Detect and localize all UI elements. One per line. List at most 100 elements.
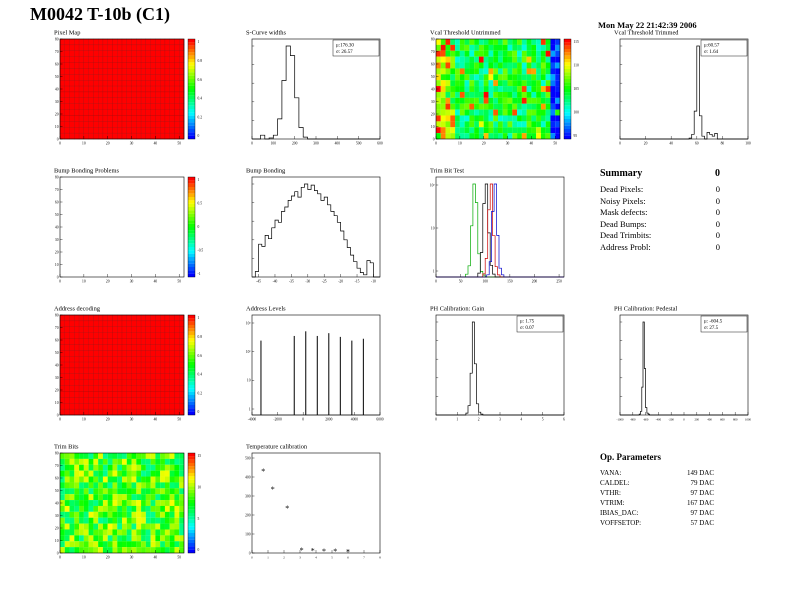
stats-box bbox=[516, 315, 564, 333]
svg-text:1: 1 bbox=[249, 407, 251, 411]
plot-address-levels: Address Levels 1 10 10² 10³ -4000 -2000 0 2000 40… bbox=[226, 302, 414, 438]
scatter-marker: * bbox=[271, 485, 275, 494]
svg-text:1: 1 bbox=[198, 316, 200, 320]
svg-text:2000: 2000 bbox=[325, 417, 332, 421]
svg-text:0.4: 0.4 bbox=[198, 97, 203, 101]
svg-text:-1: -1 bbox=[198, 272, 201, 276]
svg-text:-1000: -1000 bbox=[617, 417, 624, 421]
summary-row-label: Dead Trimbits: bbox=[600, 230, 652, 240]
svg-text:60: 60 bbox=[55, 200, 59, 204]
svg-text:50: 50 bbox=[431, 75, 435, 79]
summary-row: Mask defects: 0 bbox=[600, 207, 720, 219]
svg-text:20: 20 bbox=[482, 141, 486, 145]
svg-text:4: 4 bbox=[520, 417, 522, 421]
svg-text:0: 0 bbox=[59, 555, 61, 559]
scatter-marker: * bbox=[333, 547, 337, 556]
plot-title: Address decoding bbox=[54, 306, 101, 313]
svg-text:0: 0 bbox=[302, 417, 304, 421]
svg-text:500: 500 bbox=[356, 141, 362, 145]
svg-text:110: 110 bbox=[574, 64, 579, 68]
svg-text:5: 5 bbox=[198, 517, 200, 521]
svg-text:6: 6 bbox=[347, 555, 349, 559]
svg-text:800: 800 bbox=[733, 417, 738, 421]
summary-row: Address Probl: 0 bbox=[600, 242, 720, 254]
svg-text:1000: 1000 bbox=[745, 417, 752, 421]
svg-text:50: 50 bbox=[459, 279, 463, 283]
plot-title: Bump Bonding bbox=[246, 168, 286, 175]
svg-text:40: 40 bbox=[55, 87, 59, 91]
svg-text:70: 70 bbox=[431, 50, 435, 54]
svg-text:-800: -800 bbox=[630, 417, 636, 421]
svg-text:30: 30 bbox=[55, 514, 59, 518]
op-parameters-panel: Op. Parameters VANA: 149 DAC CALDEL: 79 DA… bbox=[600, 452, 714, 528]
svg-text:40: 40 bbox=[154, 417, 158, 421]
svg-text:70: 70 bbox=[55, 50, 59, 54]
svg-text:100: 100 bbox=[271, 141, 277, 145]
svg-text:20: 20 bbox=[55, 112, 59, 116]
summary-row-label: Address Probl: bbox=[600, 241, 651, 252]
svg-text:30: 30 bbox=[55, 100, 59, 104]
svg-text:-400: -400 bbox=[656, 417, 662, 421]
svg-text:100: 100 bbox=[245, 532, 251, 536]
svg-text:1: 1 bbox=[198, 40, 200, 44]
svg-text:100: 100 bbox=[483, 279, 489, 283]
op-parameter-label: VANA: bbox=[600, 469, 622, 477]
svg-text:80: 80 bbox=[55, 451, 59, 455]
svg-text:400: 400 bbox=[335, 141, 341, 145]
plot-title: PH Calibration: Gain bbox=[430, 306, 485, 313]
svg-text:40: 40 bbox=[154, 555, 158, 559]
plot-title: Address Levels bbox=[246, 306, 286, 313]
svg-text:40: 40 bbox=[55, 501, 59, 505]
plot-title: Vcal Threshold Trimmed bbox=[614, 30, 679, 37]
svg-text:0: 0 bbox=[435, 279, 437, 283]
svg-text:30: 30 bbox=[130, 555, 134, 559]
svg-text:-25: -25 bbox=[322, 279, 327, 283]
svg-text:0: 0 bbox=[59, 417, 61, 421]
svg-text:5: 5 bbox=[542, 417, 544, 421]
svg-text:30: 30 bbox=[130, 417, 134, 421]
svg-text:40: 40 bbox=[154, 279, 158, 283]
svg-text:40: 40 bbox=[431, 87, 435, 91]
chart-canvas: Vcal Threshold Untrimmed1151101051009501… bbox=[430, 30, 579, 146]
svg-text:2: 2 bbox=[478, 417, 480, 421]
svg-text:7: 7 bbox=[363, 555, 365, 559]
op-parameter-value: 97 DAC bbox=[690, 509, 714, 517]
svg-text:10: 10 bbox=[198, 486, 202, 490]
svg-text:0: 0 bbox=[198, 225, 200, 229]
svg-text:10: 10 bbox=[55, 125, 59, 129]
svg-text:50: 50 bbox=[55, 213, 59, 217]
svg-text:50: 50 bbox=[177, 141, 181, 145]
summary-row-value: 0 bbox=[715, 218, 720, 229]
svg-text:70: 70 bbox=[55, 326, 59, 330]
plot-bump-bonding: Bump Bonding -45 -40 -35 -30 -25 -20 -15 -10 bbox=[226, 164, 414, 300]
svg-text:10²: 10² bbox=[430, 183, 435, 187]
svg-text:200: 200 bbox=[695, 417, 700, 421]
svg-text:-40: -40 bbox=[273, 279, 278, 283]
summary-row: Dead Pixels: 0 bbox=[600, 184, 720, 196]
op-parameter-row: VANA: 149 DAC bbox=[600, 468, 714, 478]
svg-text:30: 30 bbox=[506, 141, 510, 145]
summary-row-value: 0 bbox=[715, 241, 720, 252]
svg-text:σ: 1.64: σ: 1.64 bbox=[704, 50, 719, 55]
plot-trim-bits: Trim Bits 15 10 5 0 0 10 20 30 40 50 60 70 80 0 10 20 30 4… bbox=[34, 440, 222, 576]
plot-address-decoding: Address decoding 1 0.8 0.6 0.4 0.2 0 0 10 20 30 40 5… bbox=[34, 302, 222, 438]
svg-text:-15: -15 bbox=[355, 279, 360, 283]
svg-text:200: 200 bbox=[245, 513, 251, 517]
op-parameter-row: VOFFSETOP: 57 DAC bbox=[600, 518, 714, 528]
op-parameter-row: VTHR: 97 DAC bbox=[600, 488, 714, 498]
svg-text:0: 0 bbox=[619, 141, 621, 145]
svg-text:500: 500 bbox=[245, 456, 251, 460]
svg-text:300: 300 bbox=[245, 494, 251, 498]
svg-text:10: 10 bbox=[55, 401, 59, 405]
op-parameter-label: VTRIM: bbox=[600, 499, 625, 507]
svg-text:-10: -10 bbox=[371, 279, 376, 283]
svg-text:μ: 1.75: μ: 1.75 bbox=[520, 320, 535, 325]
op-parameter-label: IBIAS_DAC: bbox=[600, 509, 639, 517]
plot-title: PH Calibration: Pedestal bbox=[614, 306, 677, 313]
svg-text:60: 60 bbox=[55, 62, 59, 66]
summary-row: Dead Trimbits: 0 bbox=[600, 230, 720, 242]
svg-text:-0.5: -0.5 bbox=[198, 249, 204, 253]
svg-text:20: 20 bbox=[106, 279, 110, 283]
svg-text:8: 8 bbox=[379, 555, 381, 559]
